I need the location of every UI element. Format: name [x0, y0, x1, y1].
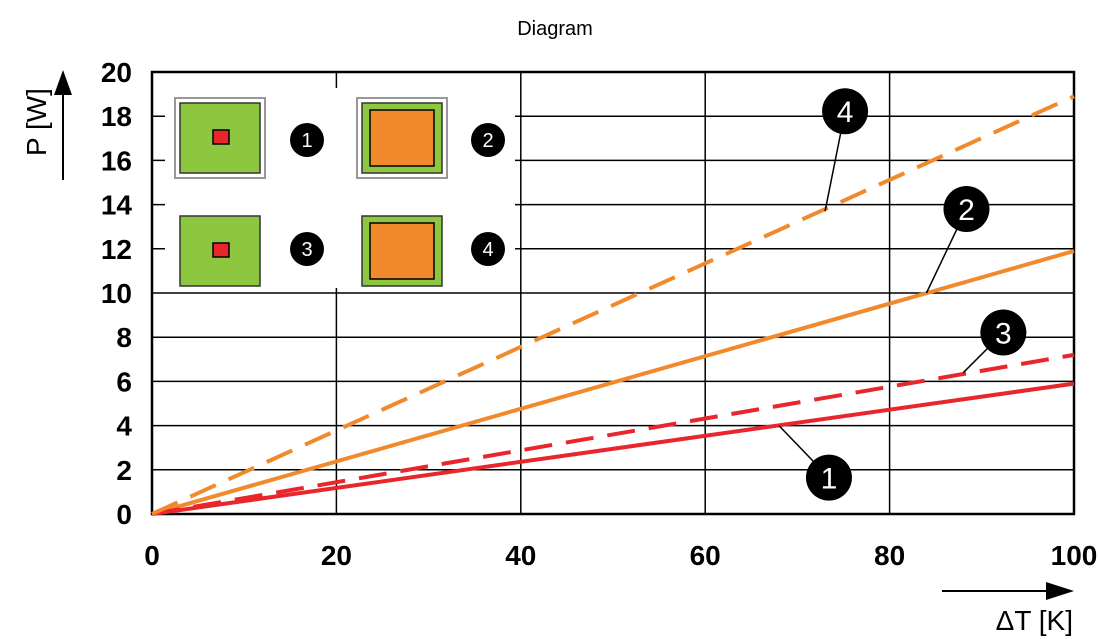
x-axis-label-group: ΔT [K] [942, 582, 1074, 636]
plot-frame [150, 70, 1076, 516]
legend-chip-4 [369, 222, 435, 280]
legend-badge-3 [290, 232, 324, 266]
x-tick-label: 0 [144, 540, 160, 571]
y-tick-label: 14 [101, 190, 133, 221]
y-tick-label: 20 [101, 57, 132, 88]
y-tick-label: 12 [101, 234, 132, 265]
y-tick-label: 16 [101, 145, 132, 176]
y-axis-label: P [W] [21, 88, 52, 156]
series-line-3 [151, 352, 1075, 516]
y-axis-arrowhead [54, 70, 72, 95]
legend-outline-1 [174, 97, 266, 179]
legend-label-3: 3 [301, 239, 312, 261]
y-tick-label: 0 [116, 499, 132, 530]
x-axis-label: ΔT [K] [996, 605, 1073, 636]
x-tick-label: 60 [690, 540, 721, 571]
annotation-label-4: 4 [837, 96, 854, 129]
y-tick-label: 10 [101, 278, 132, 309]
y-tick-label: 18 [101, 101, 132, 132]
legend-label-1: 1 [301, 130, 312, 152]
legend-badge-2 [471, 123, 505, 157]
annotation-badge-1 [805, 454, 852, 501]
y-tick-label: 8 [116, 322, 132, 353]
annotation-label-2: 2 [958, 194, 975, 227]
series-line-2 [151, 249, 1075, 516]
y-tick-label: 2 [116, 455, 132, 486]
y-tick-label: 4 [116, 411, 132, 442]
legend: 1 2 3 4 [174, 97, 505, 287]
legend-chip-1 [212, 129, 230, 145]
legend-badge-1 [290, 123, 324, 157]
y-axis-label-group: P [W] [21, 70, 72, 180]
chart-title: Diagram [517, 18, 593, 40]
legend-chip-3 [212, 242, 230, 258]
legend-badge-4 [471, 232, 505, 266]
annotations: 1 2 3 4 [778, 88, 1027, 501]
series-lines [151, 94, 1075, 516]
x-tick-label: 40 [505, 540, 536, 571]
y-tick-label: 6 [116, 366, 132, 397]
x-tick-label: 20 [321, 540, 352, 571]
legend-outline-2 [356, 97, 448, 179]
y-tick-labels: 0 2 4 6 8 10 12 14 16 18 20 [101, 57, 133, 530]
legend-label-2: 2 [482, 130, 493, 152]
x-tick-label: 80 [874, 540, 905, 571]
series-line-1 [151, 381, 1075, 516]
legend-label-4: 4 [482, 239, 493, 261]
annotation-badge-3 [980, 309, 1027, 356]
annotation-badge-4 [822, 88, 869, 135]
x-tick-labels: 0 20 40 60 80 100 [144, 540, 1097, 571]
annotation-badge-2 [943, 186, 990, 232]
annotation-label-1: 1 [821, 463, 838, 496]
legend-chip-2 [369, 109, 435, 167]
x-tick-label: 100 [1051, 540, 1098, 571]
series-line-4 [151, 94, 1075, 516]
annotation-label-3: 3 [995, 318, 1012, 351]
x-axis-arrowhead [1046, 582, 1074, 600]
